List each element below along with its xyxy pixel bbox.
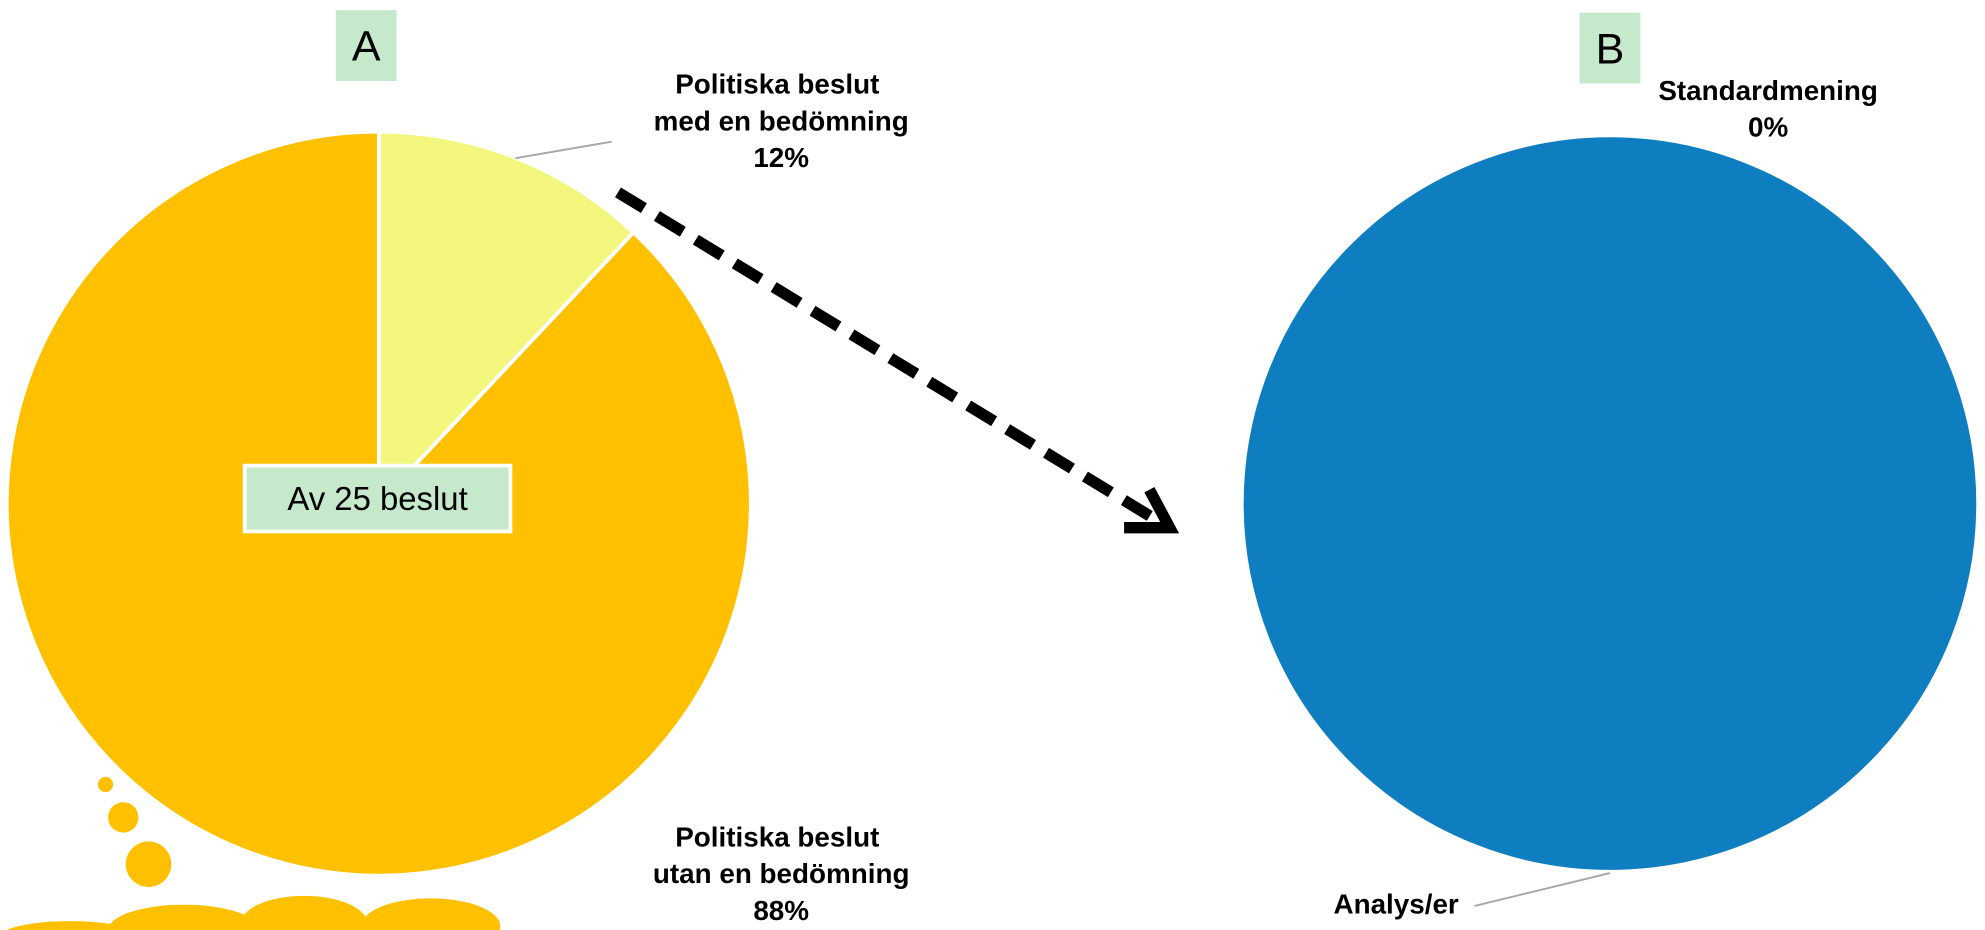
annotation-box xyxy=(242,463,513,534)
leader-line xyxy=(1474,872,1611,907)
value-label: 100% xyxy=(1361,925,1432,930)
value-label: 12% xyxy=(753,142,809,173)
leader-line xyxy=(515,140,612,160)
title-box xyxy=(335,10,397,81)
pie-slice xyxy=(1239,133,1980,874)
annotation: Av 25 beslut xyxy=(287,480,467,517)
chart-title: B xyxy=(1596,25,1625,73)
thought-bubble xyxy=(6,776,501,930)
title-box xyxy=(1579,12,1641,84)
value-label: 88% xyxy=(753,895,809,926)
chart-title: A xyxy=(352,23,381,71)
value-label: 0% xyxy=(1748,112,1788,143)
category-label: Politiska beslut med en bedömning xyxy=(654,69,909,137)
category-label: Analys/er xyxy=(1333,889,1458,920)
arrow xyxy=(615,187,1180,534)
category-label: Politiska beslut utan en bedömning xyxy=(653,821,910,889)
category-label: Standardmening xyxy=(1658,75,1878,106)
